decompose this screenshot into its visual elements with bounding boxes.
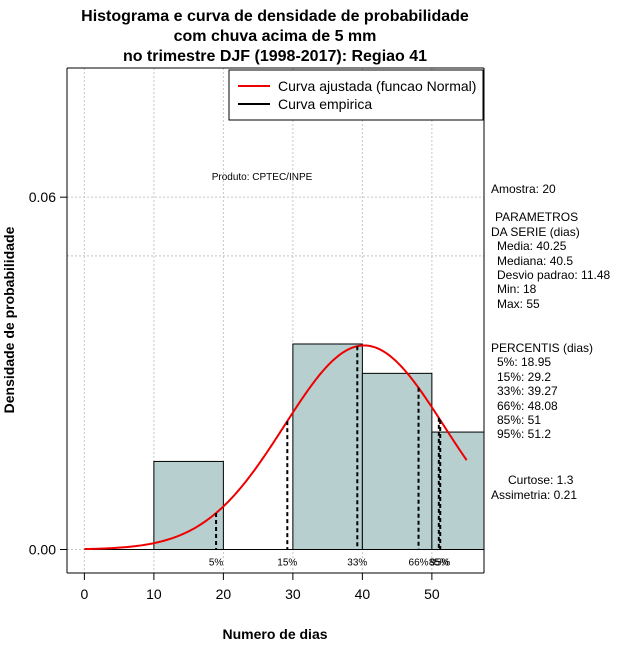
stat-max: Max: 55: [497, 297, 540, 311]
y-axis-title: Densidade de probabilidade: [1, 226, 17, 413]
stat-p85: 85%: 51: [497, 413, 541, 427]
plot-area: 5% 15% 33% 66% 85%95% 0 10 20 30 40 50 0.00 0.06: [29, 67, 485, 602]
stat-median: Mediana: 40.5: [497, 254, 573, 268]
y-tick-label: 0.00: [29, 542, 56, 558]
stat-p66: 66%: 48.08: [497, 399, 558, 413]
stat-kurtosis: Curtose: 1.3: [508, 473, 574, 487]
y-tick-label: 0.06: [29, 189, 56, 205]
stat-skewness: Assimetria: 0.21: [491, 488, 577, 502]
histogram-bar: [292, 343, 363, 551]
legend-label-normal: Curva ajustada (funcao Normal): [278, 78, 476, 94]
legend-box: [228, 69, 484, 121]
chart-title-line-2: com chuva acima de 5 mm: [174, 28, 377, 45]
chart-title-line-3: no trimestre DJF (1998-2017): Regiao 41: [123, 48, 427, 65]
percentile-label: 5%: [209, 558, 224, 569]
x-tick-label: 50: [424, 586, 440, 602]
normal-fit-curve: [84, 344, 468, 551]
stat-min: Min: 18: [497, 282, 537, 296]
percentile-label: 66%: [409, 558, 429, 569]
stat-mean: Media: 40.25: [497, 239, 567, 253]
legend: Curva ajustada (funcao Normal) Curva emp…: [228, 69, 484, 121]
x-tick-label: 40: [355, 586, 371, 602]
histogram-bar: [361, 372, 433, 551]
x-tick-label: 20: [216, 586, 232, 602]
histogram-bar: [153, 460, 224, 551]
stat-p15: 15%: 29.2: [497, 370, 551, 384]
stat-params-title-2: DA SERIE (dias): [491, 225, 580, 239]
stat-sd: Desvio padrao: 11.48: [497, 268, 611, 282]
stat-p95: 95%: 51.2: [497, 427, 551, 441]
percentile-label: 33%: [347, 558, 367, 569]
percentile-label: 95%: [430, 558, 450, 569]
stat-sample: Amostra: 20: [491, 182, 556, 196]
x-tick-label: 10: [146, 586, 162, 602]
product-credit: Produto: CPTEC/INPE: [212, 172, 313, 183]
legend-label-empirical: Curva empirica: [278, 96, 372, 112]
stat-percentiles-title: PERCENTIS (dias): [491, 341, 593, 355]
chart-title-line-1: Histograma e curva de densidade de proba…: [81, 8, 469, 25]
stat-params-title-1: PARAMETROS: [495, 210, 578, 224]
x-tick-label: 30: [285, 586, 301, 602]
stat-p5: 5%: 18.95: [497, 355, 551, 369]
stat-p33: 33%: 39.27: [497, 384, 558, 398]
x-tick-label: 0: [80, 586, 88, 602]
percentile-label: 15%: [277, 558, 297, 569]
percentile-label: 85%: [429, 558, 449, 569]
stats-panel: Amostra: 20 PARAMETROS DA SERIE (dias) M…: [491, 182, 611, 502]
x-axis-title: Numero de dias: [222, 626, 327, 642]
